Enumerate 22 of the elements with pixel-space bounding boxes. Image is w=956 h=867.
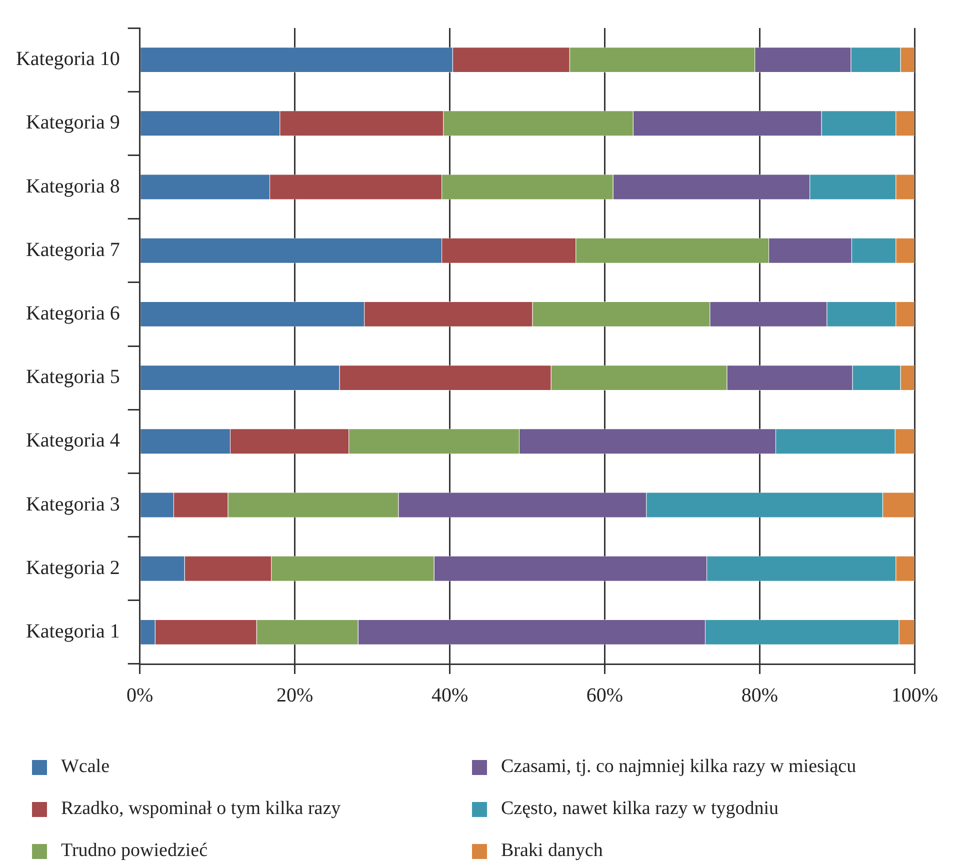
x-tick-label: 80%	[741, 684, 778, 706]
y-tick-label: Kategoria 7	[26, 238, 120, 261]
y-tick-label: Kategoria 1	[26, 620, 120, 642]
y-tick-label: Kategoria 8	[26, 175, 120, 198]
x-tick-label: 60%	[586, 684, 624, 706]
legend-label: Rzadko, wspominał o tym kilka razy	[61, 798, 341, 820]
legend-label: Wcale	[61, 756, 110, 778]
y-tick-label: Kategoria 10	[16, 48, 120, 70]
y-tick-label: Kategoria 5	[26, 366, 120, 388]
y-tick-label: Kategoria 4	[26, 430, 120, 452]
y-tick-label: Kategoria 6	[26, 302, 120, 324]
y-tick-label: Kategoria 2	[26, 556, 120, 579]
y-tick-label: Kategoria 9	[26, 112, 120, 134]
y-tick-label: Kategoria 3	[26, 493, 120, 516]
legend-label: Czasami, tj. co najmniej kilka razy w miesiącu	[501, 756, 856, 778]
legend-label: Często, nawet kilka razy w tygodniu	[501, 798, 779, 820]
x-tick-label: 20%	[276, 684, 314, 706]
x-tick-label: 0%	[126, 684, 154, 706]
x-tick-label: 40%	[431, 684, 468, 706]
legend-label: Braki danych	[501, 840, 603, 862]
x-tick-label: 100%	[891, 684, 938, 706]
legend-label: Trudno powiedzieć	[61, 840, 208, 862]
